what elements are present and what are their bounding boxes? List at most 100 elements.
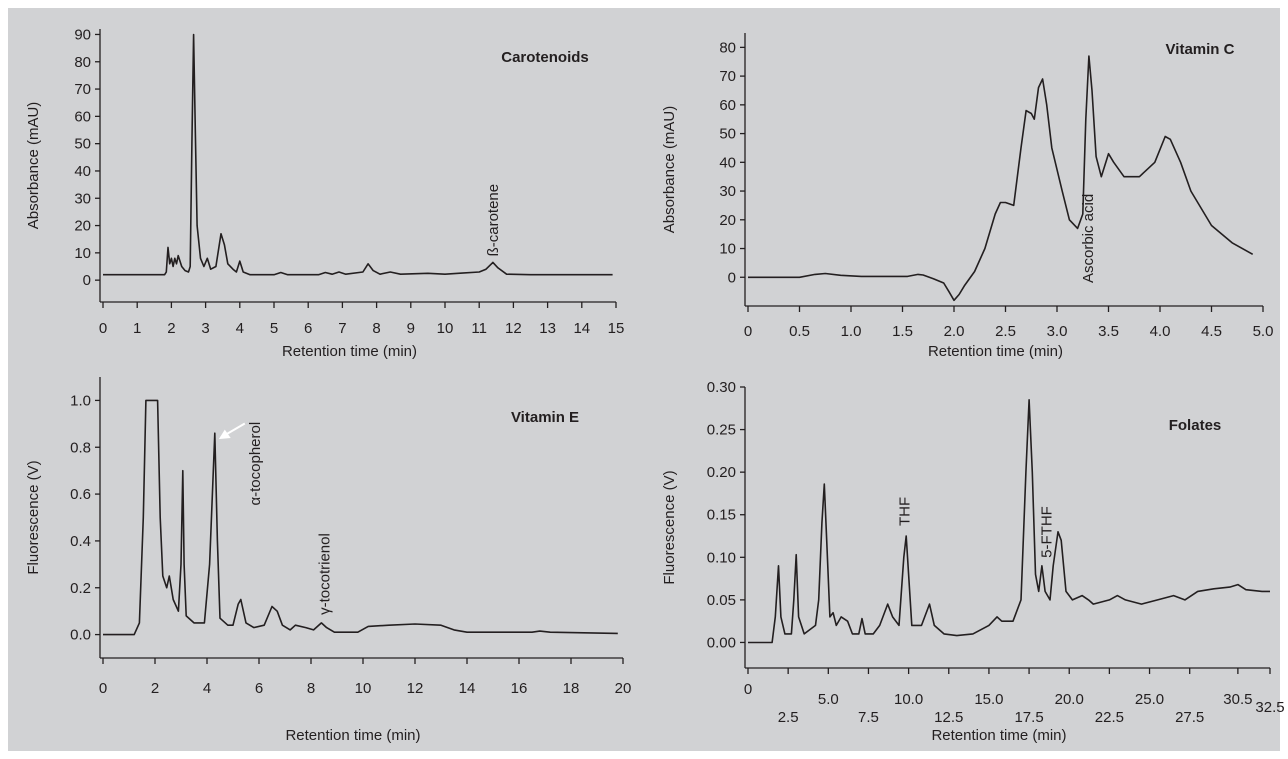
- x-tick-label: 4.5: [1201, 323, 1222, 340]
- y-tick-label: 20: [74, 218, 91, 235]
- x-tick-label: 14: [573, 320, 590, 337]
- x-tick-label: 0: [99, 320, 107, 337]
- x-tick-label: 17.5: [1014, 709, 1043, 726]
- chart-title: Vitamin C: [1166, 41, 1235, 58]
- x-tick-label: 4.0: [1150, 323, 1171, 340]
- y-tick-label: 0: [728, 269, 736, 286]
- x-tick-label: 15: [608, 320, 625, 337]
- y-tick-label: 80: [719, 39, 736, 56]
- peak-annotation: α-tocopherol: [247, 422, 264, 506]
- y-tick-label: 40: [719, 154, 736, 171]
- y-axis-title: Absorbance (mAU): [25, 102, 42, 230]
- peak-annotation: 5-FTHF: [1039, 506, 1056, 558]
- chart-title: Vitamin E: [511, 409, 579, 426]
- x-tick-label: 3: [201, 320, 209, 337]
- arrow-head: [218, 429, 231, 440]
- y-tick-label: 0.30: [707, 379, 736, 396]
- y-tick-label: 40: [74, 163, 91, 180]
- y-tick-label: 0.20: [707, 464, 736, 481]
- x-tick-label: 16: [511, 680, 528, 697]
- chart-folates: 0.00 0.05 0.10 0.15 0.20 0.25 0.30 0 2.5 5.0 7.5 10…: [661, 379, 1285, 744]
- x-tick-label: 0.5: [789, 323, 810, 340]
- y-tick-label: 0.25: [707, 422, 736, 439]
- figure-background: [8, 8, 1280, 751]
- y-tick-label: 0.6: [70, 486, 91, 503]
- x-axis-title: Retention time (min): [282, 343, 417, 360]
- y-axis-title: Absorbance (mAU): [661, 106, 678, 234]
- x-tick-label: 2: [151, 680, 159, 697]
- x-tick-label: 12: [505, 320, 522, 337]
- x-tick-label: 2: [167, 320, 175, 337]
- x-tick-label: 0: [744, 681, 752, 698]
- y-tick-label: 50: [719, 126, 736, 143]
- x-tick-label: 3.0: [1047, 323, 1068, 340]
- chart-vitamin-c: 0 10 20 30 40 50 60 70 80 0 0.5 1.0 1.5 2.0 2.5 3.0 3.5 4…: [661, 33, 1273, 360]
- x-axis-title: Retention time (min): [931, 727, 1066, 744]
- x-tick-label: 8: [372, 320, 380, 337]
- x-tick-label: 30.5: [1223, 691, 1252, 708]
- x-tick-label: 2.0: [944, 323, 965, 340]
- peak-annotation: Ascorbic acid: [1080, 194, 1097, 283]
- y-axis-title: Fluorescence (V): [25, 460, 42, 574]
- x-tick-label: 5: [270, 320, 278, 337]
- y-tick-label: 0.15: [707, 507, 736, 524]
- x-axis-title: Retention time (min): [928, 343, 1063, 360]
- y-tick-label: 1.0: [70, 392, 91, 409]
- peak-annotation: γ-tocotrienol: [316, 533, 333, 615]
- x-tick-label: 8: [307, 680, 315, 697]
- x-tick-label: 1.5: [892, 323, 913, 340]
- x-tick-label: 10: [355, 680, 372, 697]
- chart-vitamin-e: 0.0 0.2 0.4 0.6 0.8 1.0 0 2 4 6 8 10 12 14 16 18 20 Reten…: [25, 377, 631, 744]
- y-tick-label: 50: [74, 136, 91, 153]
- x-tick-label: 2.5: [778, 709, 799, 726]
- x-tick-label: 7: [338, 320, 346, 337]
- x-tick-label: 6: [304, 320, 312, 337]
- x-tick-label: 0: [744, 323, 752, 340]
- x-tick-label: 5.0: [1253, 323, 1274, 340]
- y-tick-label: 20: [719, 212, 736, 229]
- x-tick-label: 4: [236, 320, 244, 337]
- y-tick-label: 0.05: [707, 592, 736, 609]
- y-tick-label: 10: [74, 245, 91, 262]
- y-tick-label: 0: [83, 272, 91, 289]
- x-tick-label: 11: [471, 320, 487, 337]
- y-tick-label: 70: [74, 81, 91, 98]
- x-tick-label: 15.0: [974, 691, 1003, 708]
- x-tick-label: 5.0: [818, 691, 839, 708]
- x-tick-label: 12.5: [934, 709, 963, 726]
- x-tick-label: 13: [539, 320, 556, 337]
- x-tick-label: 9: [407, 320, 415, 337]
- chart-title: Carotenoids: [501, 49, 589, 66]
- y-tick-label: 0.2: [70, 580, 91, 597]
- y-tick-label: 0.10: [707, 549, 736, 566]
- y-axis-title: Fluorescence (V): [661, 470, 678, 584]
- series-line: [748, 55, 1254, 302]
- y-tick-label: 0.0: [70, 627, 91, 644]
- x-tick-label: 1.0: [841, 323, 862, 340]
- y-tick-label: 0.00: [707, 634, 736, 651]
- x-tick-label: 10.0: [894, 691, 923, 708]
- y-tick-label: 0.8: [70, 439, 91, 456]
- y-tick-label: 10: [719, 241, 736, 258]
- y-tick-label: 60: [74, 108, 91, 125]
- x-tick-label: 14: [459, 680, 476, 697]
- y-tick-label: 80: [74, 54, 91, 71]
- series-line: [103, 399, 618, 636]
- x-tick-label: 7.5: [858, 709, 879, 726]
- x-tick-label: 25.0: [1135, 691, 1164, 708]
- x-axis-title: Retention time (min): [285, 727, 420, 744]
- x-tick-label: 12: [407, 680, 424, 697]
- x-tick-label: 4: [203, 680, 211, 697]
- x-tick-label: 3.5: [1098, 323, 1119, 340]
- y-tick-label: 30: [74, 190, 91, 207]
- x-tick-label: 1: [133, 320, 141, 337]
- peak-annotation: THF: [896, 497, 913, 526]
- y-tick-label: 70: [719, 68, 736, 85]
- series-line: [748, 399, 1270, 644]
- x-tick-label: 32.5: [1255, 699, 1284, 716]
- x-tick-label: 0: [99, 680, 107, 697]
- y-tick-label: 0.4: [70, 533, 91, 550]
- series-line: [103, 33, 613, 276]
- x-tick-label: 10: [437, 320, 454, 337]
